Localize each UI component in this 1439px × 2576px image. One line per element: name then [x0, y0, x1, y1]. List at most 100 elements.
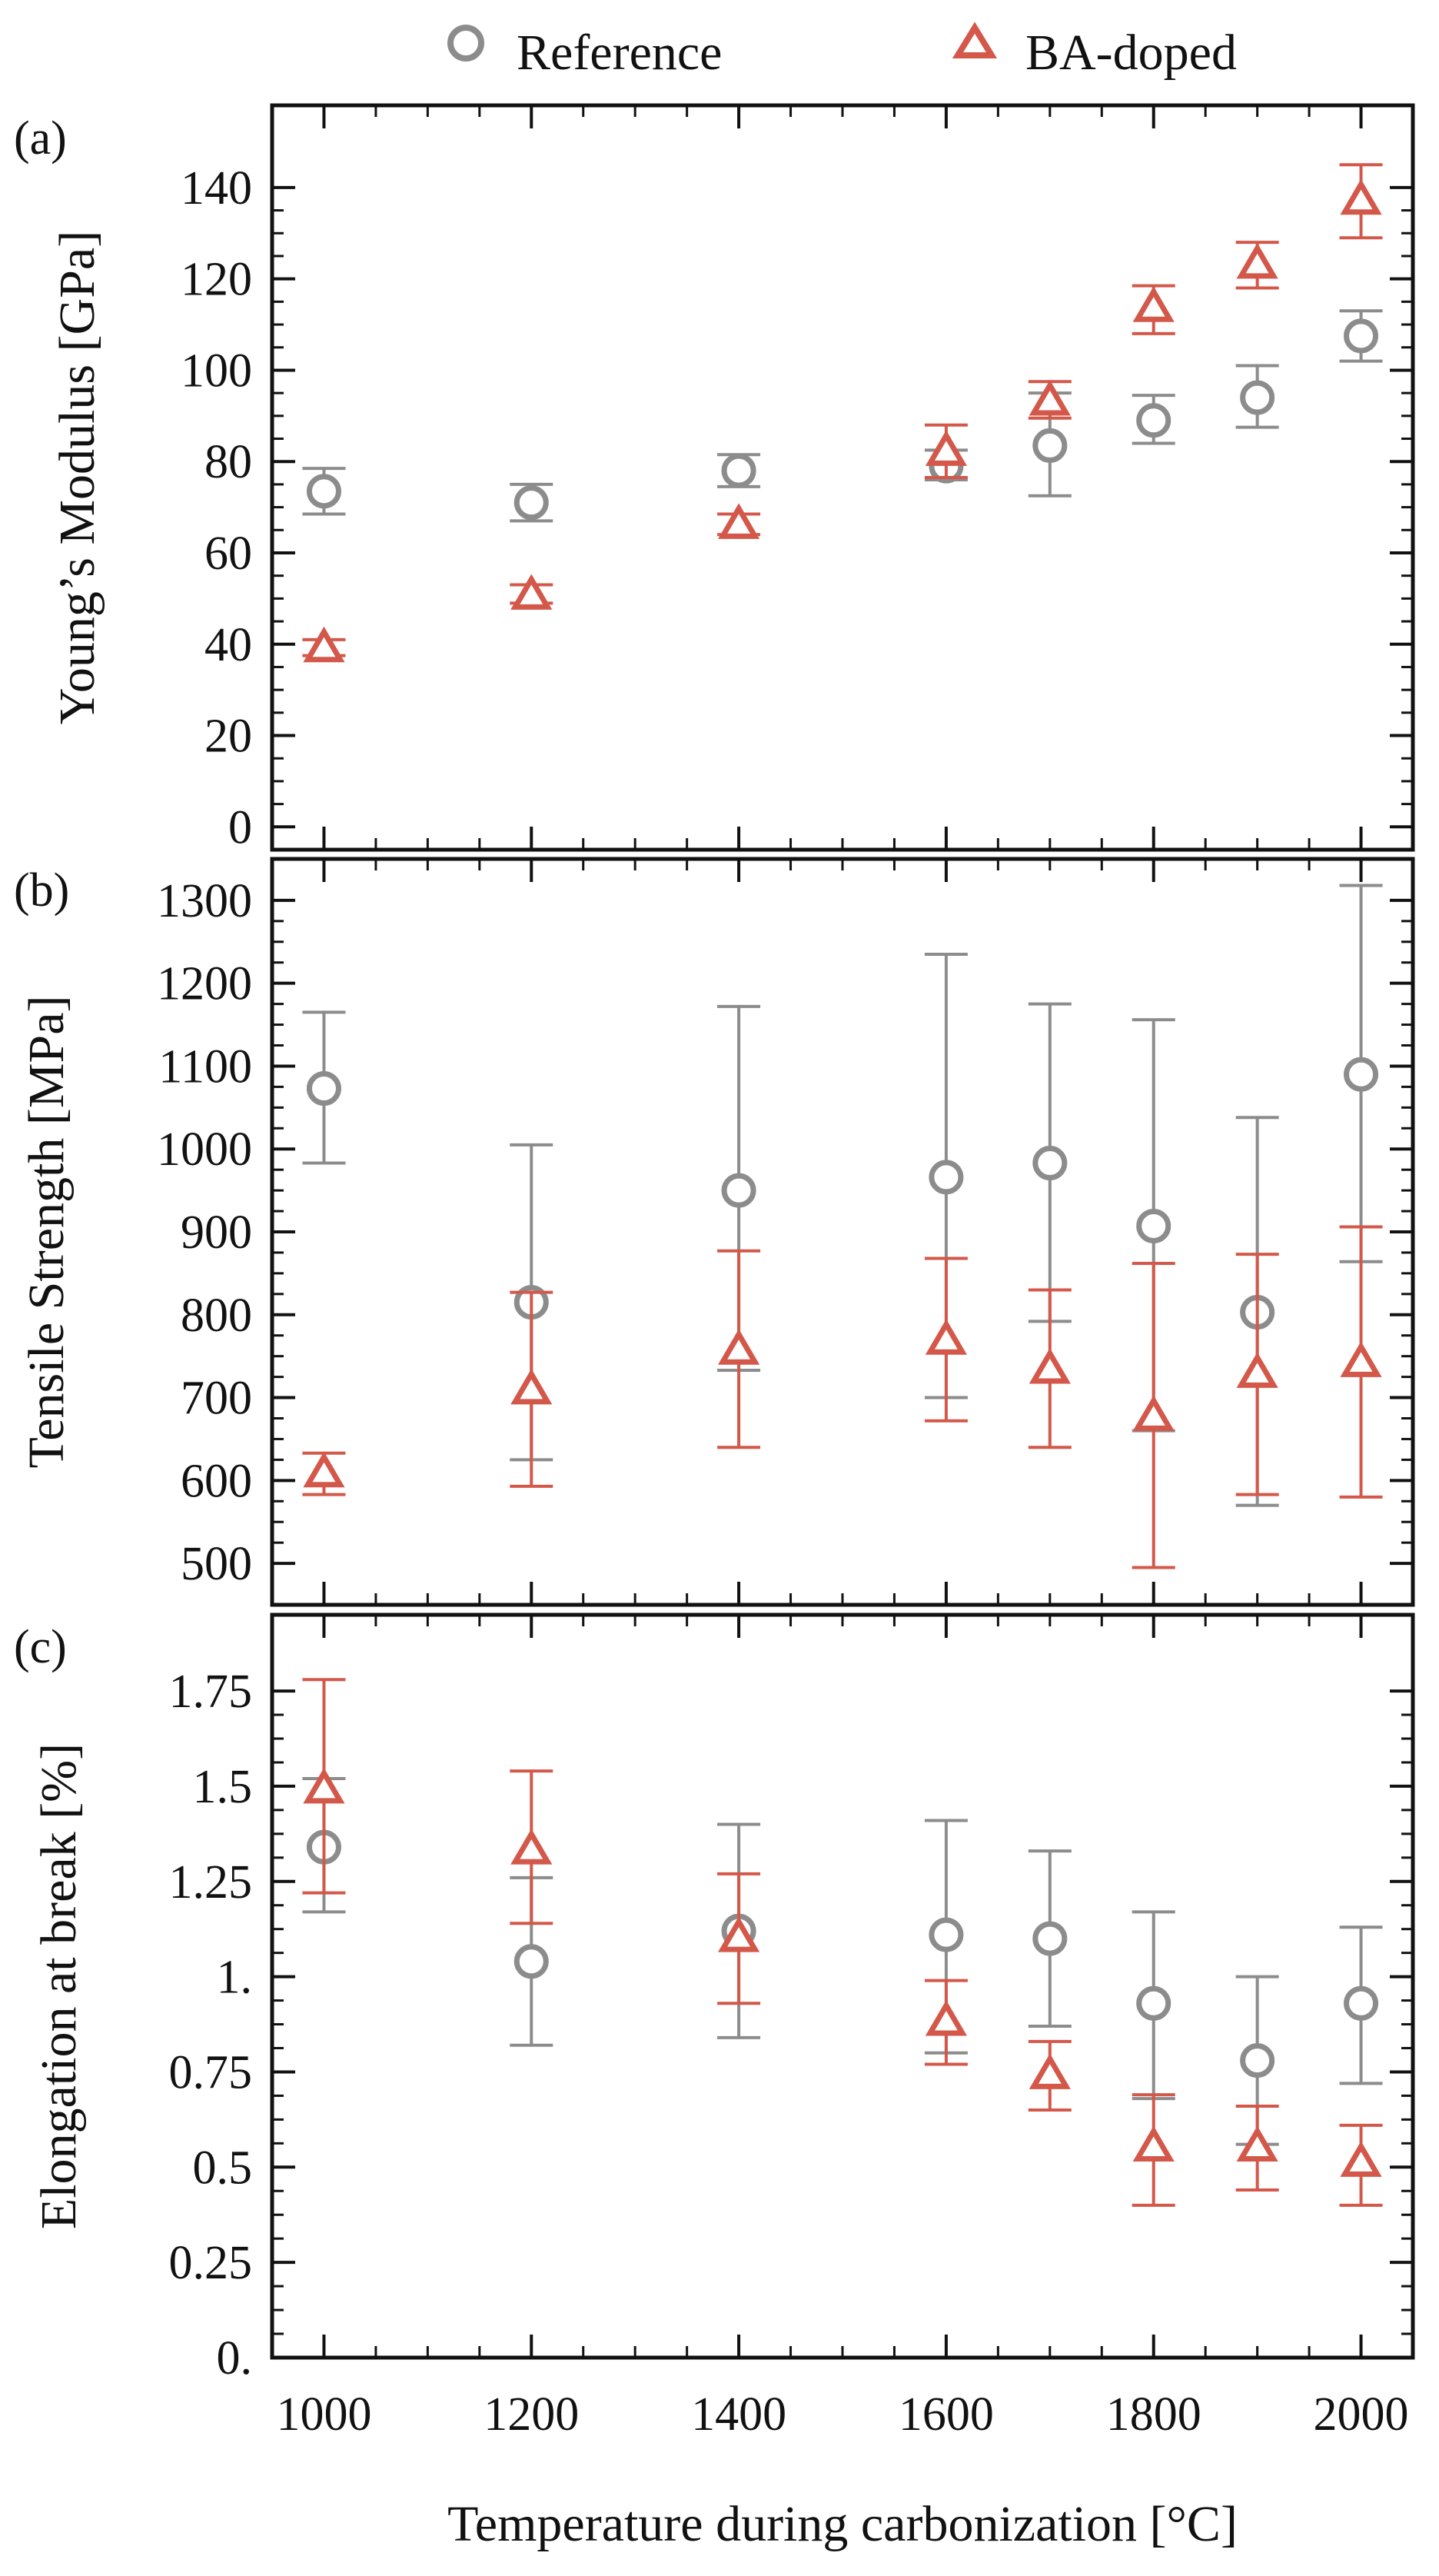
panel-a-ytick-label: 120 — [181, 254, 252, 306]
panel-a-ba-doped-point — [510, 574, 553, 610]
panel-a-ba-doped-point — [925, 430, 968, 466]
panel-b-ba-doped-point — [1029, 1348, 1071, 1384]
panel-a-ylabel: Young’s Modulus [GPa] — [49, 231, 105, 724]
legend-ba-label: BA-doped — [1025, 25, 1237, 81]
panel-a-marks — [302, 163, 1383, 663]
panel-c-reference-point — [1240, 2043, 1275, 2078]
panel-b-ytick-label: 500 — [181, 1538, 252, 1590]
panel-b-ylabel: Tensile Strength [MPa] — [18, 996, 75, 1469]
panel-c-reference-point — [929, 1917, 964, 1952]
panel-c-ytick-label: 1.75 — [169, 1666, 253, 1718]
x-tick-label: 2000 — [1314, 2388, 1409, 2441]
panel-c-ytick-label: 0.25 — [169, 2237, 253, 2289]
panel-b-ytick-label: 800 — [181, 1290, 252, 1342]
panel-b-marks — [302, 884, 1383, 1569]
panel-b-ba-doped-point — [1236, 1352, 1278, 1388]
panel-b-frame — [270, 857, 1415, 1607]
panel-a-ytick-label: 60 — [204, 528, 252, 580]
panel-c-frame — [270, 1612, 1415, 2360]
legend-reference-marker-icon — [447, 25, 484, 62]
panel-a-ba-doped-point — [1029, 380, 1071, 416]
panel-c-ba-doped-point — [1132, 2125, 1175, 2162]
panel-b-reference-point — [1344, 1057, 1379, 1092]
panel-a-ytick-label: 0 — [228, 801, 252, 854]
panel-b-ba-doped-point — [1340, 1341, 1382, 1377]
panel-c-ytick-label: 0.5 — [193, 2142, 253, 2194]
panel-c: (c) Elongation at break [%] 0. 0.25 0.5 0.7… — [14, 1612, 1415, 2385]
x-tick-label: 1200 — [484, 2388, 579, 2441]
panel-a-reference-point — [306, 474, 341, 509]
panel-a-ba-doped-point — [303, 626, 345, 663]
panel-a-reference-point — [721, 453, 756, 488]
panel-b-ticks: 500 600 700 800 900 1000 1100 1200 1300 — [157, 859, 1414, 1605]
panel-c-ba-doped-point — [510, 1829, 553, 1865]
x-tick-labels: 1000 1200 1400 1600 1800 2000 — [276, 2388, 1408, 2441]
panel-c-marks — [302, 1678, 1383, 2207]
panel-c-ytick-label: 0. — [217, 2332, 253, 2385]
panel-a-ba-doped-point — [1340, 178, 1382, 215]
panel-a-ba-doped-point — [1236, 242, 1278, 279]
panel-b-ba-doped-point — [510, 1368, 553, 1405]
panel-a-frame — [270, 103, 1415, 852]
panel-a-reference-point — [1344, 318, 1379, 354]
panel-a-ticks: 0 20 40 60 80 100 120 140 — [181, 105, 1414, 854]
panel-b-ba-doped-point — [303, 1451, 345, 1488]
panel-c-ba-doped-point — [925, 2000, 968, 2036]
panel-a-reference-point — [1032, 428, 1068, 463]
panel-c-reference-point — [1136, 1985, 1171, 2021]
panel-c-ba-doped-point — [1340, 2141, 1382, 2177]
panel-b-ytick-label: 1100 — [158, 1040, 252, 1093]
panel-a-ytick-label: 40 — [204, 619, 252, 671]
panel-c-ticks: 0. 0.25 0.5 0.75 1. 1.25 1.5 1.75 — [169, 1615, 1414, 2385]
panel-b-ba-doped-point — [1132, 1395, 1175, 1431]
legend-reference-label: Reference — [517, 25, 722, 81]
panel-c-ba-doped-point — [1236, 2125, 1278, 2162]
panel-a-label: (a) — [14, 112, 67, 165]
panel-c-ba-doped-point — [1029, 2053, 1071, 2089]
panel-c-ytick-label: 0.75 — [169, 2046, 253, 2098]
panel-c-ytick-label: 1.25 — [169, 1856, 253, 1909]
panel-c-reference-point — [1032, 1921, 1068, 1956]
legend: Reference BA-doped — [447, 22, 1237, 81]
panel-b-ba-doped-point — [717, 1329, 760, 1365]
panel-b-reference-point — [306, 1071, 341, 1107]
panel-b-label: (b) — [14, 864, 69, 917]
panel-b-ytick-label: 900 — [181, 1206, 252, 1259]
panel-c-ylabel: Elongation at break [%] — [31, 1743, 87, 2229]
panel-c-ytick-label: 1.5 — [193, 1761, 253, 1813]
panel-b: (b) Tensile Strength [MPa] 500 600 700 800 9… — [14, 857, 1415, 1607]
panel-a-ytick-label: 100 — [181, 344, 252, 397]
panel-c-reference-point — [1344, 1985, 1379, 2021]
x-tick-label: 1600 — [899, 2388, 994, 2441]
panel-a-reference-point — [513, 485, 549, 521]
panel-a-reference-point — [1240, 380, 1275, 415]
x-axis-title: Temperature during carbonization [°C] — [447, 2496, 1238, 2552]
panel-a: (a) Young’s Modulus [GPa] 0 20 40 60 80 100 12… — [14, 103, 1415, 854]
panel-a-reference-point — [1136, 403, 1171, 438]
panel-c-reference-point — [513, 1944, 549, 1979]
panel-b-ytick-label: 1300 — [157, 875, 252, 927]
panel-a-ba-doped-point — [717, 503, 760, 539]
panel-c-ba-doped-point — [717, 1916, 760, 1952]
panel-a-ytick-label: 140 — [181, 162, 252, 215]
panel-b-reference-point — [1032, 1146, 1068, 1181]
panel-b-ba-doped-point — [925, 1319, 968, 1355]
legend-ba-marker-icon — [952, 22, 998, 58]
panel-c-ytick-label: 1. — [217, 1952, 253, 2004]
panel-b-ytick-label: 1000 — [157, 1123, 252, 1176]
panel-b-ytick-label: 700 — [181, 1373, 252, 1425]
panel-b-reference-point — [929, 1160, 964, 1195]
panel-c-ba-doped-point — [303, 1767, 345, 1804]
panel-b-ytick-label: 600 — [181, 1455, 252, 1507]
panel-a-ytick-label: 20 — [204, 711, 252, 763]
panel-b-reference-point — [1136, 1208, 1171, 1243]
x-tick-label: 1000 — [276, 2388, 371, 2441]
panel-c-label: (c) — [14, 1621, 67, 1673]
panel-a-ytick-label: 80 — [204, 436, 252, 488]
panel-a-ba-doped-point — [1132, 286, 1175, 322]
panel-b-ytick-label: 1200 — [157, 958, 252, 1010]
x-tick-label: 1800 — [1106, 2388, 1201, 2441]
panel-b-reference-point — [721, 1173, 756, 1208]
x-tick-label: 1400 — [691, 2388, 786, 2441]
